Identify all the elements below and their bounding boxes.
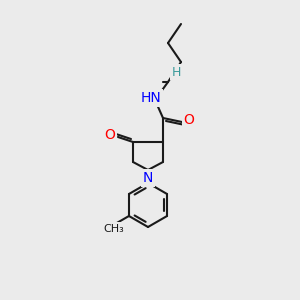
Text: O: O: [184, 113, 194, 127]
Text: O: O: [105, 128, 116, 142]
Text: CH₃: CH₃: [103, 224, 124, 233]
Text: N: N: [143, 171, 153, 185]
Text: H: H: [171, 65, 181, 79]
Text: HN: HN: [141, 91, 161, 105]
